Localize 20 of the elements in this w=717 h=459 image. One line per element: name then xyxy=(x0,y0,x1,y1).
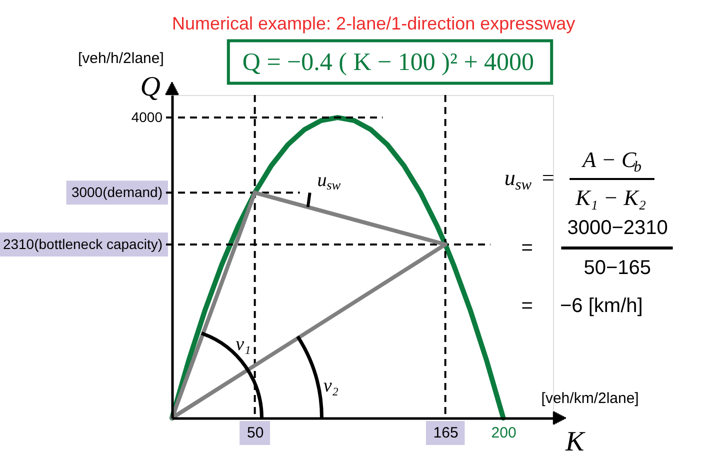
annotation: v₂ xyxy=(323,376,339,397)
annotation: v₁ xyxy=(236,334,251,355)
y-tick-label: 4000 xyxy=(131,109,163,126)
text: 3000−2310 xyxy=(567,217,668,239)
annotation: [veh/km/2lane] xyxy=(541,390,639,407)
text: Q = −0.4 ( K − 100 )² + 4000 xyxy=(242,49,534,76)
y-tick-label: 2310(bottleneck capacity) xyxy=(2,236,162,252)
x-axis-title: K xyxy=(564,426,586,458)
text: K₁ − K₂ xyxy=(574,185,646,210)
x-tick-label: 165 xyxy=(433,424,458,442)
chart-title: Numerical example: 2-lane/1-direction expressway xyxy=(172,13,576,34)
y-tick-label: 3000(demand) xyxy=(71,184,162,200)
annotation: = xyxy=(521,237,533,259)
x-tick-label: 200 xyxy=(491,424,516,442)
text: [veh/h/2lane] xyxy=(78,50,164,67)
y-axis-title: Q xyxy=(140,72,160,102)
annotation: = xyxy=(521,295,533,317)
text: −6 [km/h] xyxy=(560,295,643,317)
text: 50−165 xyxy=(584,257,651,279)
x-tick-label: 50 xyxy=(246,424,264,442)
